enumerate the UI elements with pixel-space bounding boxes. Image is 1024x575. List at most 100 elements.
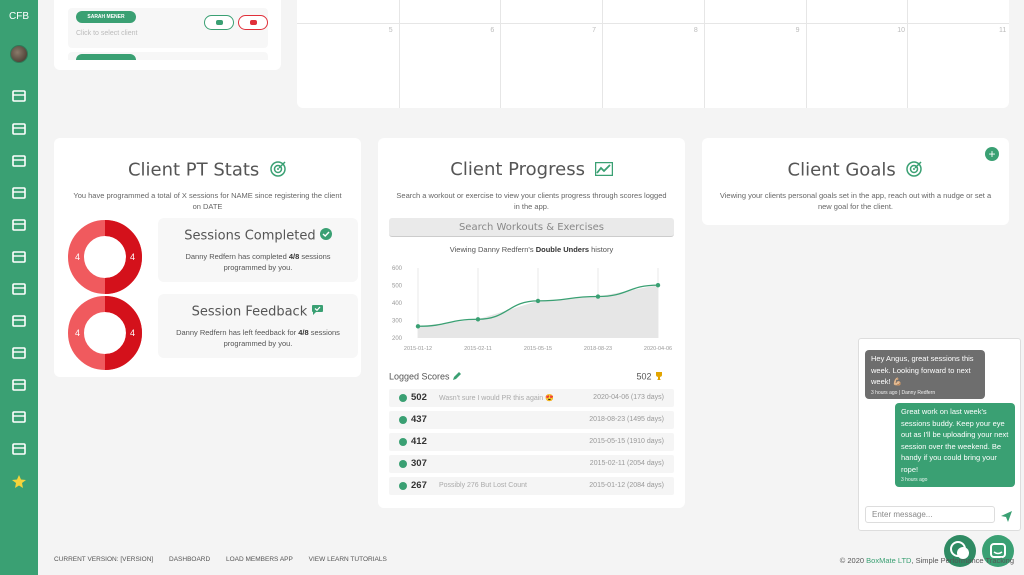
score-row[interactable]: 502 Wasn't sure I would PR this again 😍 20…	[389, 389, 674, 407]
trophy-icon	[654, 371, 664, 383]
send-icon[interactable]	[1001, 509, 1012, 527]
session-feedback-title-row: Session Feedback	[158, 304, 358, 320]
tools-icon[interactable]	[12, 443, 26, 455]
score-value: 412	[411, 436, 427, 447]
billing-icon[interactable]	[12, 251, 26, 263]
y-tick-label: 600	[392, 266, 403, 272]
gallery-icon[interactable]	[12, 283, 26, 295]
card-title: Client Progress	[450, 159, 585, 180]
copyright: © 2020 BoxMate LTD, Simple Performance T…	[840, 556, 1014, 565]
user-settings-icon[interactable]	[12, 347, 26, 359]
history-caption: Viewing Danny Redfern's Double Unders hi…	[378, 245, 685, 254]
score-value: 502	[411, 392, 427, 403]
client-select-hint: Click to select client	[76, 30, 138, 37]
message-input[interactable]: Enter message...	[865, 506, 995, 523]
feedback-ratio: 4/8	[298, 328, 309, 337]
score-row[interactable]: 437 2018-08-23 (1495 days)	[389, 411, 674, 429]
members-icon[interactable]	[12, 123, 26, 135]
score-date: 2015-02-11 (2054 days)	[589, 460, 664, 467]
user-avatar[interactable]	[10, 45, 28, 63]
calendar-grid: 5 6 7 8 9 10 11	[297, 0, 1009, 108]
score-row[interactable]: 412 2015-05-15 (1910 days)	[389, 433, 674, 451]
score-date: 2018-08-23 (1495 days)	[589, 416, 664, 423]
calendar-day-number[interactable]: 11	[999, 27, 1007, 34]
score-row[interactable]: 307 2015-02-11 (2054 days)	[389, 455, 674, 473]
sidebar: CFB	[0, 0, 38, 575]
x-tick-label: 2020-04-06	[644, 346, 672, 352]
brand-link[interactable]: BoxMate LTD	[866, 556, 912, 565]
message-text: Great work on last week's sessions buddy…	[901, 407, 1009, 474]
x-tick-label: 2015-05-15	[524, 346, 552, 352]
best-score-row: 502	[636, 371, 664, 383]
y-tick-label: 300	[392, 319, 403, 325]
score-value: 267	[411, 480, 427, 491]
star-icon[interactable]	[12, 475, 26, 488]
card-title: Client Goals	[787, 159, 896, 181]
monitor-icon[interactable]	[12, 411, 26, 423]
score-note: Possibly 276 But Lost Count	[439, 482, 527, 489]
sync-icon[interactable]	[12, 379, 26, 391]
calendar-day-number[interactable]: 6	[490, 27, 495, 34]
chat-toggle-button[interactable]	[944, 535, 976, 567]
donut-left-label: 4	[75, 252, 80, 262]
check-circle-icon	[399, 416, 407, 424]
dashboard-icon[interactable]	[12, 90, 26, 102]
feedback-desc-post: sessions programmed by you.	[223, 328, 340, 348]
chart-point	[415, 324, 421, 329]
history-pre: Viewing Danny Redfern's	[449, 245, 536, 254]
fitness-icon[interactable]	[12, 219, 26, 231]
score-value: 437	[411, 414, 427, 425]
session-feedback-desc: Danny Redfern has left feedback for 4/8 …	[158, 327, 358, 349]
x-tick-label: 2015-01-12	[404, 346, 432, 352]
delete-client-button[interactable]	[238, 15, 268, 30]
dashboard-link[interactable]: DASHBOARD	[169, 556, 211, 563]
client-list-card: SARAH MENER Click to select client	[54, 0, 281, 70]
check-circle-icon	[399, 394, 407, 402]
pencil-icon[interactable]	[452, 371, 462, 383]
score-value: 307	[411, 458, 427, 469]
client-goals-card: + Client Goals Viewing your clients pers…	[702, 138, 1009, 225]
chat-icon	[216, 20, 223, 25]
app-logo[interactable]: CFB	[9, 11, 29, 22]
client-progress-card: Client Progress Search a workout or exer…	[378, 138, 685, 508]
calendar-day-number[interactable]: 8	[693, 27, 698, 34]
search-workouts-input[interactable]: Search Workouts & Exercises	[389, 218, 674, 237]
copyright-post: , Simple Performance Tracking	[911, 556, 1014, 565]
donut-left-label: 4	[75, 328, 80, 338]
history-exercise: Double Unders	[535, 245, 590, 254]
client-pt-stats-card: Client PT Stats You have programmed a to…	[54, 138, 361, 377]
sent-message: Great work on last week's sessions buddy…	[895, 403, 1015, 487]
message-text: Hey Angus, great sessions this week. Loo…	[871, 354, 974, 386]
calendar-day-number[interactable]: 10	[897, 27, 906, 34]
score-date: 2015-05-15 (1910 days)	[589, 438, 664, 445]
client-list-item[interactable]: SARAH MENER Click to select client	[68, 8, 268, 48]
message-meta: 3 hours ago	[901, 477, 928, 483]
view-tutorials-link[interactable]: VIEW LEARN TUTORIALS	[308, 556, 387, 563]
client-list-item[interactable]	[68, 52, 268, 60]
calendar-day-number[interactable]: 7	[592, 27, 597, 34]
stats-title-row: Client PT Stats	[54, 159, 361, 182]
score-note: Wasn't sure I would PR this again 😍	[439, 395, 554, 402]
session-feedback-title: Session Feedback	[191, 304, 308, 320]
load-members-app-link[interactable]: LOAD MEMBERS APP	[226, 556, 293, 563]
calendar-card: 5 6 7 8 9 10 11	[297, 0, 1009, 108]
calendar-day-number[interactable]: 9	[795, 27, 800, 34]
x-tick-label: 2018-08-23	[584, 346, 612, 352]
calendar-icon[interactable]	[12, 187, 26, 199]
calendar-column-divider	[398, 0, 400, 108]
calendar-day-number[interactable]: 5	[388, 27, 393, 34]
session-feedback-donut: 4 4	[68, 296, 142, 370]
goals-title-row: Client Goals	[702, 159, 1009, 182]
session-feedback-box: Session Feedback Danny Redfern has left …	[158, 294, 358, 358]
support-chat-button[interactable]	[982, 535, 1014, 567]
classes-icon[interactable]	[12, 315, 26, 327]
calendar-column-divider	[703, 0, 705, 108]
message-client-button[interactable]	[204, 15, 234, 30]
target-icon	[905, 159, 923, 182]
completed-desc-post: sessions programmed by you.	[223, 252, 331, 272]
groups-icon[interactable]	[12, 155, 26, 167]
add-goal-button[interactable]: +	[985, 147, 999, 161]
chat-panel: Hey Angus, great sessions this week. Loo…	[858, 338, 1021, 531]
chart-point	[475, 317, 481, 322]
score-row[interactable]: 267 Possibly 276 But Lost Count 2015-01-12…	[389, 477, 674, 495]
